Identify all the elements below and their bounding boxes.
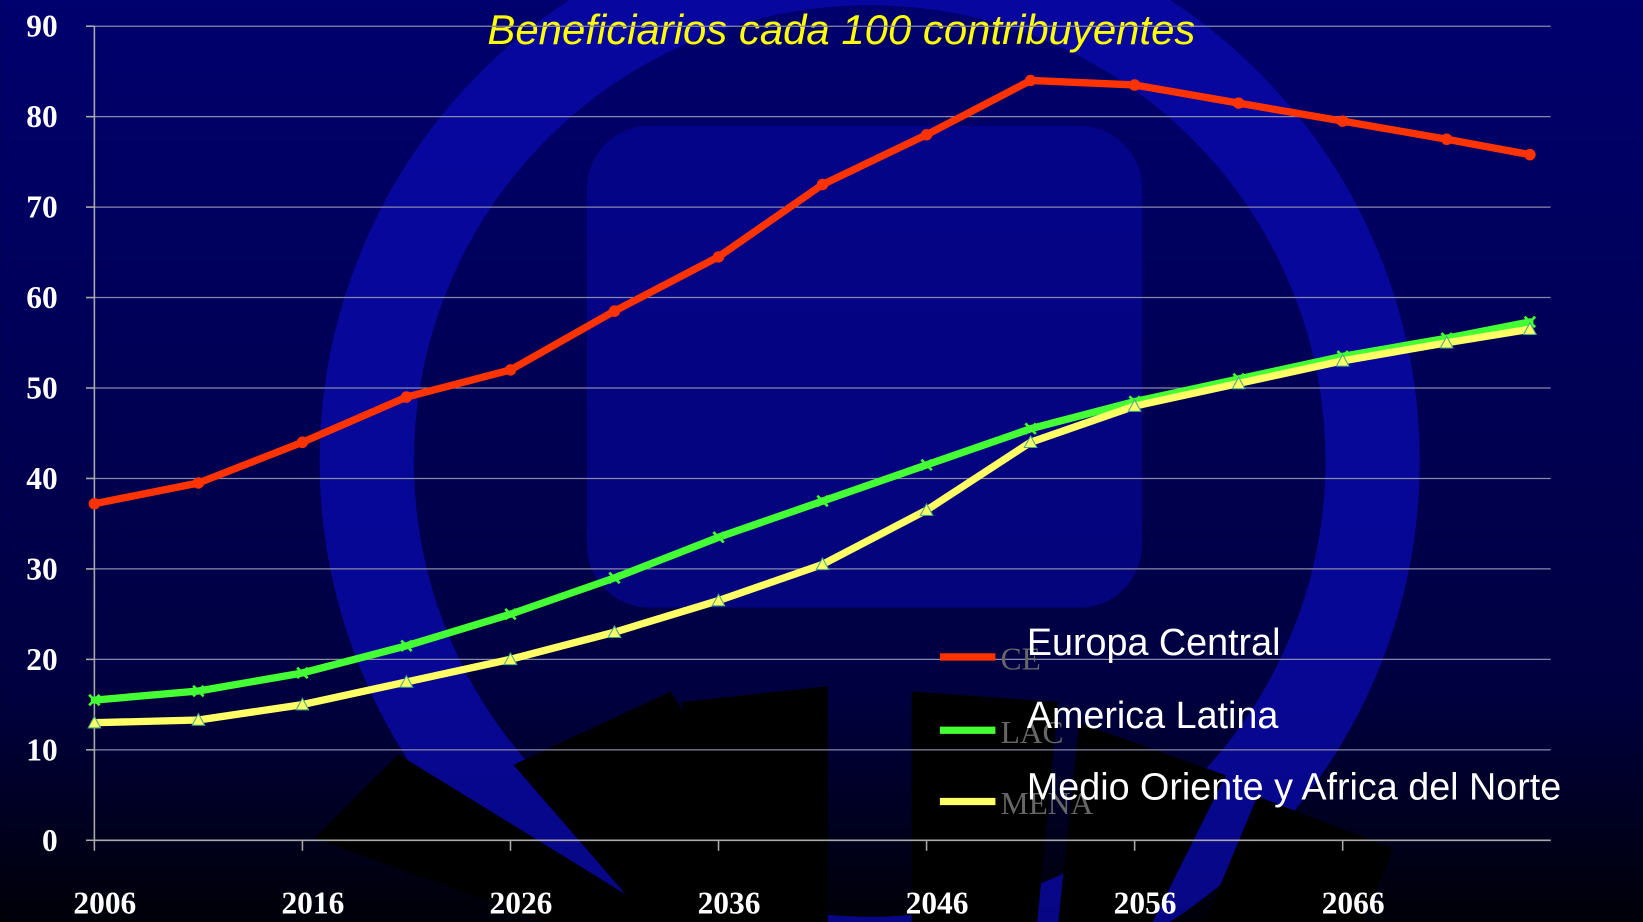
data-point — [1522, 321, 1538, 335]
data-point — [608, 305, 621, 317]
y-tick-label: 0 — [42, 823, 58, 858]
legend-label: America Latina — [1027, 694, 1279, 736]
x-tick-label: 2016 — [281, 886, 344, 921]
legend-label: Europa Central — [1027, 621, 1281, 663]
y-tick-label: 40 — [26, 461, 57, 496]
data-point — [815, 557, 830, 571]
data-point — [503, 651, 518, 666]
y-tick-label: 10 — [26, 732, 57, 767]
data-point — [504, 607, 517, 621]
data-point — [607, 624, 622, 638]
y-tick-label: 60 — [26, 280, 57, 315]
y-tick-label: 30 — [26, 551, 57, 586]
x-tick-label: 2046 — [906, 886, 969, 921]
data-point — [1232, 97, 1245, 109]
legend-label: Medio Oriente y Africa del Norte — [1027, 765, 1561, 807]
data-point — [1440, 133, 1453, 146]
data-point — [1128, 79, 1141, 91]
data-point — [608, 571, 621, 585]
legend-code: MENA — [1001, 786, 1094, 821]
data-point — [1024, 74, 1037, 87]
data-point — [191, 712, 206, 726]
data-point — [1524, 148, 1536, 161]
data-point — [1335, 353, 1350, 367]
data-point — [400, 639, 413, 652]
data-point — [399, 674, 414, 688]
data-point — [711, 593, 726, 607]
data-point — [1127, 398, 1142, 412]
chart-title: Beneficiarios cada 100 contribuyentes — [487, 6, 1195, 53]
x-tick-label: 2066 — [1322, 886, 1385, 921]
data-point — [295, 697, 310, 711]
x-tick-label: 2056 — [1114, 886, 1177, 921]
data-point — [504, 364, 517, 376]
data-point — [1336, 115, 1349, 127]
legend-code: LAC — [1001, 715, 1064, 750]
data-point — [1023, 434, 1038, 449]
data-point — [920, 458, 933, 472]
x-tick-label: 2026 — [490, 886, 553, 921]
data-point — [1231, 376, 1246, 390]
data-point — [192, 684, 205, 698]
y-tick-label: 50 — [26, 370, 57, 405]
data-point — [816, 494, 829, 508]
data-point — [88, 498, 101, 510]
data-point — [296, 666, 309, 680]
x-tick-label: 2036 — [698, 886, 761, 921]
data-point — [400, 391, 413, 403]
y-tick-label: 20 — [26, 642, 57, 677]
y-tick-label: 90 — [26, 9, 57, 44]
data-point — [192, 477, 205, 489]
data-point — [88, 693, 101, 707]
data-point — [1024, 422, 1037, 435]
data-point — [816, 178, 829, 191]
data-point — [87, 715, 102, 729]
watermark — [314, 0, 1420, 922]
data-point — [919, 502, 934, 516]
data-point — [712, 251, 725, 263]
y-tick-label: 80 — [26, 99, 57, 134]
data-point — [296, 436, 309, 449]
data-point — [1439, 335, 1454, 349]
data-point — [712, 531, 725, 544]
y-tick-label: 70 — [26, 190, 57, 225]
data-point — [920, 128, 933, 141]
legend-code: CE — [1001, 641, 1041, 676]
x-tick-label: 2006 — [73, 886, 136, 921]
